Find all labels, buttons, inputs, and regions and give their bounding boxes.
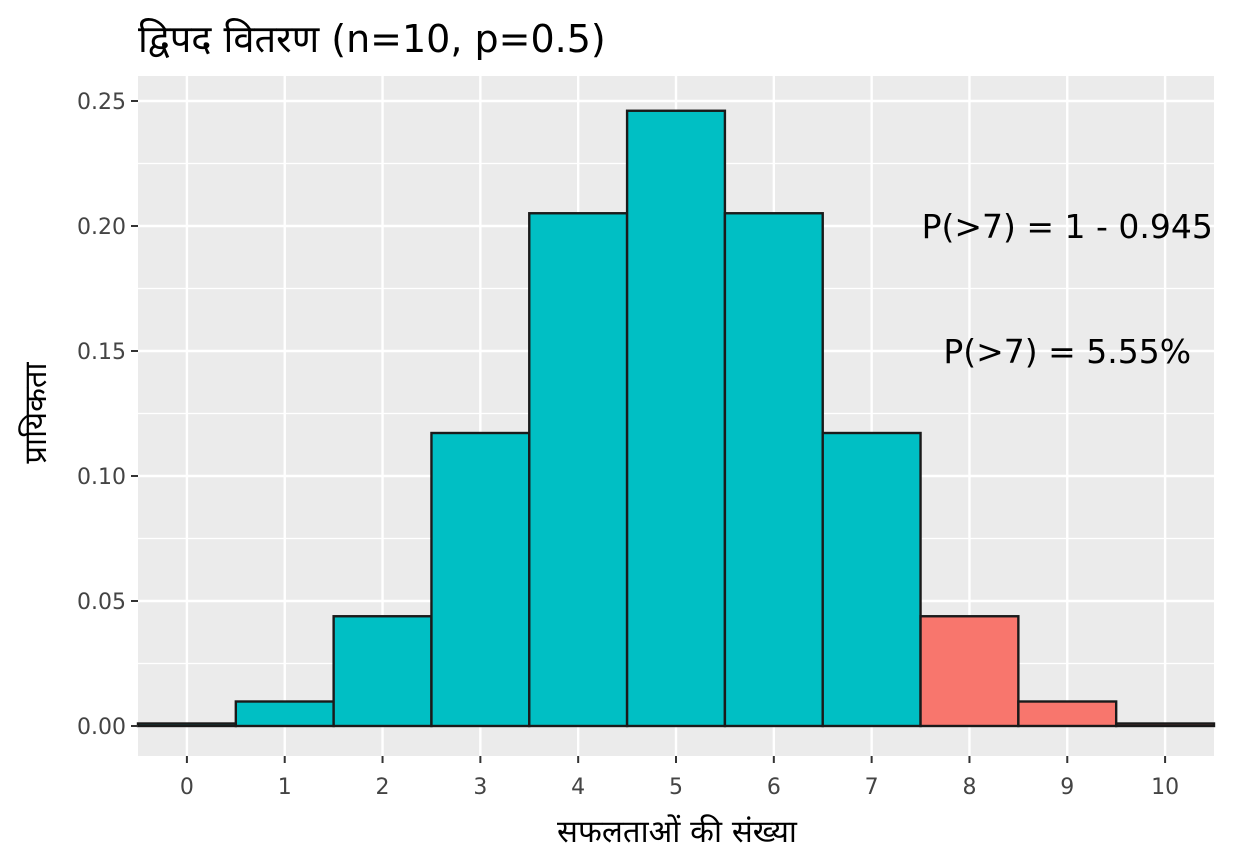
x-tick-label: 3	[473, 775, 487, 800]
y-tick-label: 0.15	[77, 340, 126, 365]
y-axis: 0.00 0.05 0.10 0.15 0.20 0.25	[77, 90, 138, 740]
bar-7	[821, 431, 922, 728]
x-tick-label: 4	[571, 775, 585, 800]
bar-8	[919, 615, 1020, 728]
annotations: P(>7) = 1 - 0.945 P(>7) = 5.55%	[922, 207, 1213, 371]
y-tick-label: 0.10	[77, 465, 126, 490]
x-tick-label: 5	[669, 775, 683, 800]
x-axis: 0 1 2 3 4 5 6 7 8 9 10	[180, 756, 1179, 800]
x-tick-label: 6	[767, 775, 781, 800]
bar-6	[723, 212, 824, 728]
x-tick-label: 9	[1060, 775, 1074, 800]
x-tick-label: 0	[180, 775, 194, 800]
y-tick-label: 0.20	[77, 215, 126, 240]
bar-0	[136, 722, 238, 728]
x-tick-label: 2	[376, 775, 390, 800]
y-axis-title: प्रायिकता	[18, 361, 54, 463]
bar-1	[234, 700, 335, 728]
x-tick-label: 7	[865, 775, 879, 800]
bar-10	[1114, 722, 1216, 728]
x-tick-label: 1	[278, 775, 292, 800]
x-tick-label: 8	[962, 775, 976, 800]
annotation-text: P(>7) = 5.55%	[943, 332, 1191, 371]
bar-3	[430, 431, 531, 728]
bars	[136, 109, 1216, 728]
x-axis-title: सफलताओं की संख्या	[557, 814, 798, 850]
annotation-text: P(>7) = 1 - 0.945	[922, 207, 1213, 246]
bar-2	[332, 615, 433, 728]
y-tick-label: 0.25	[77, 90, 126, 115]
bar-9	[1017, 700, 1118, 728]
y-tick-label: 0.05	[77, 590, 126, 615]
x-tick-label: 10	[1151, 775, 1179, 800]
chart-title: द्विपद वितरण (n=10, p=0.5)	[138, 17, 606, 61]
y-tick-label: 0.00	[77, 715, 126, 740]
bar-4	[528, 212, 629, 728]
bar-5	[625, 109, 727, 728]
